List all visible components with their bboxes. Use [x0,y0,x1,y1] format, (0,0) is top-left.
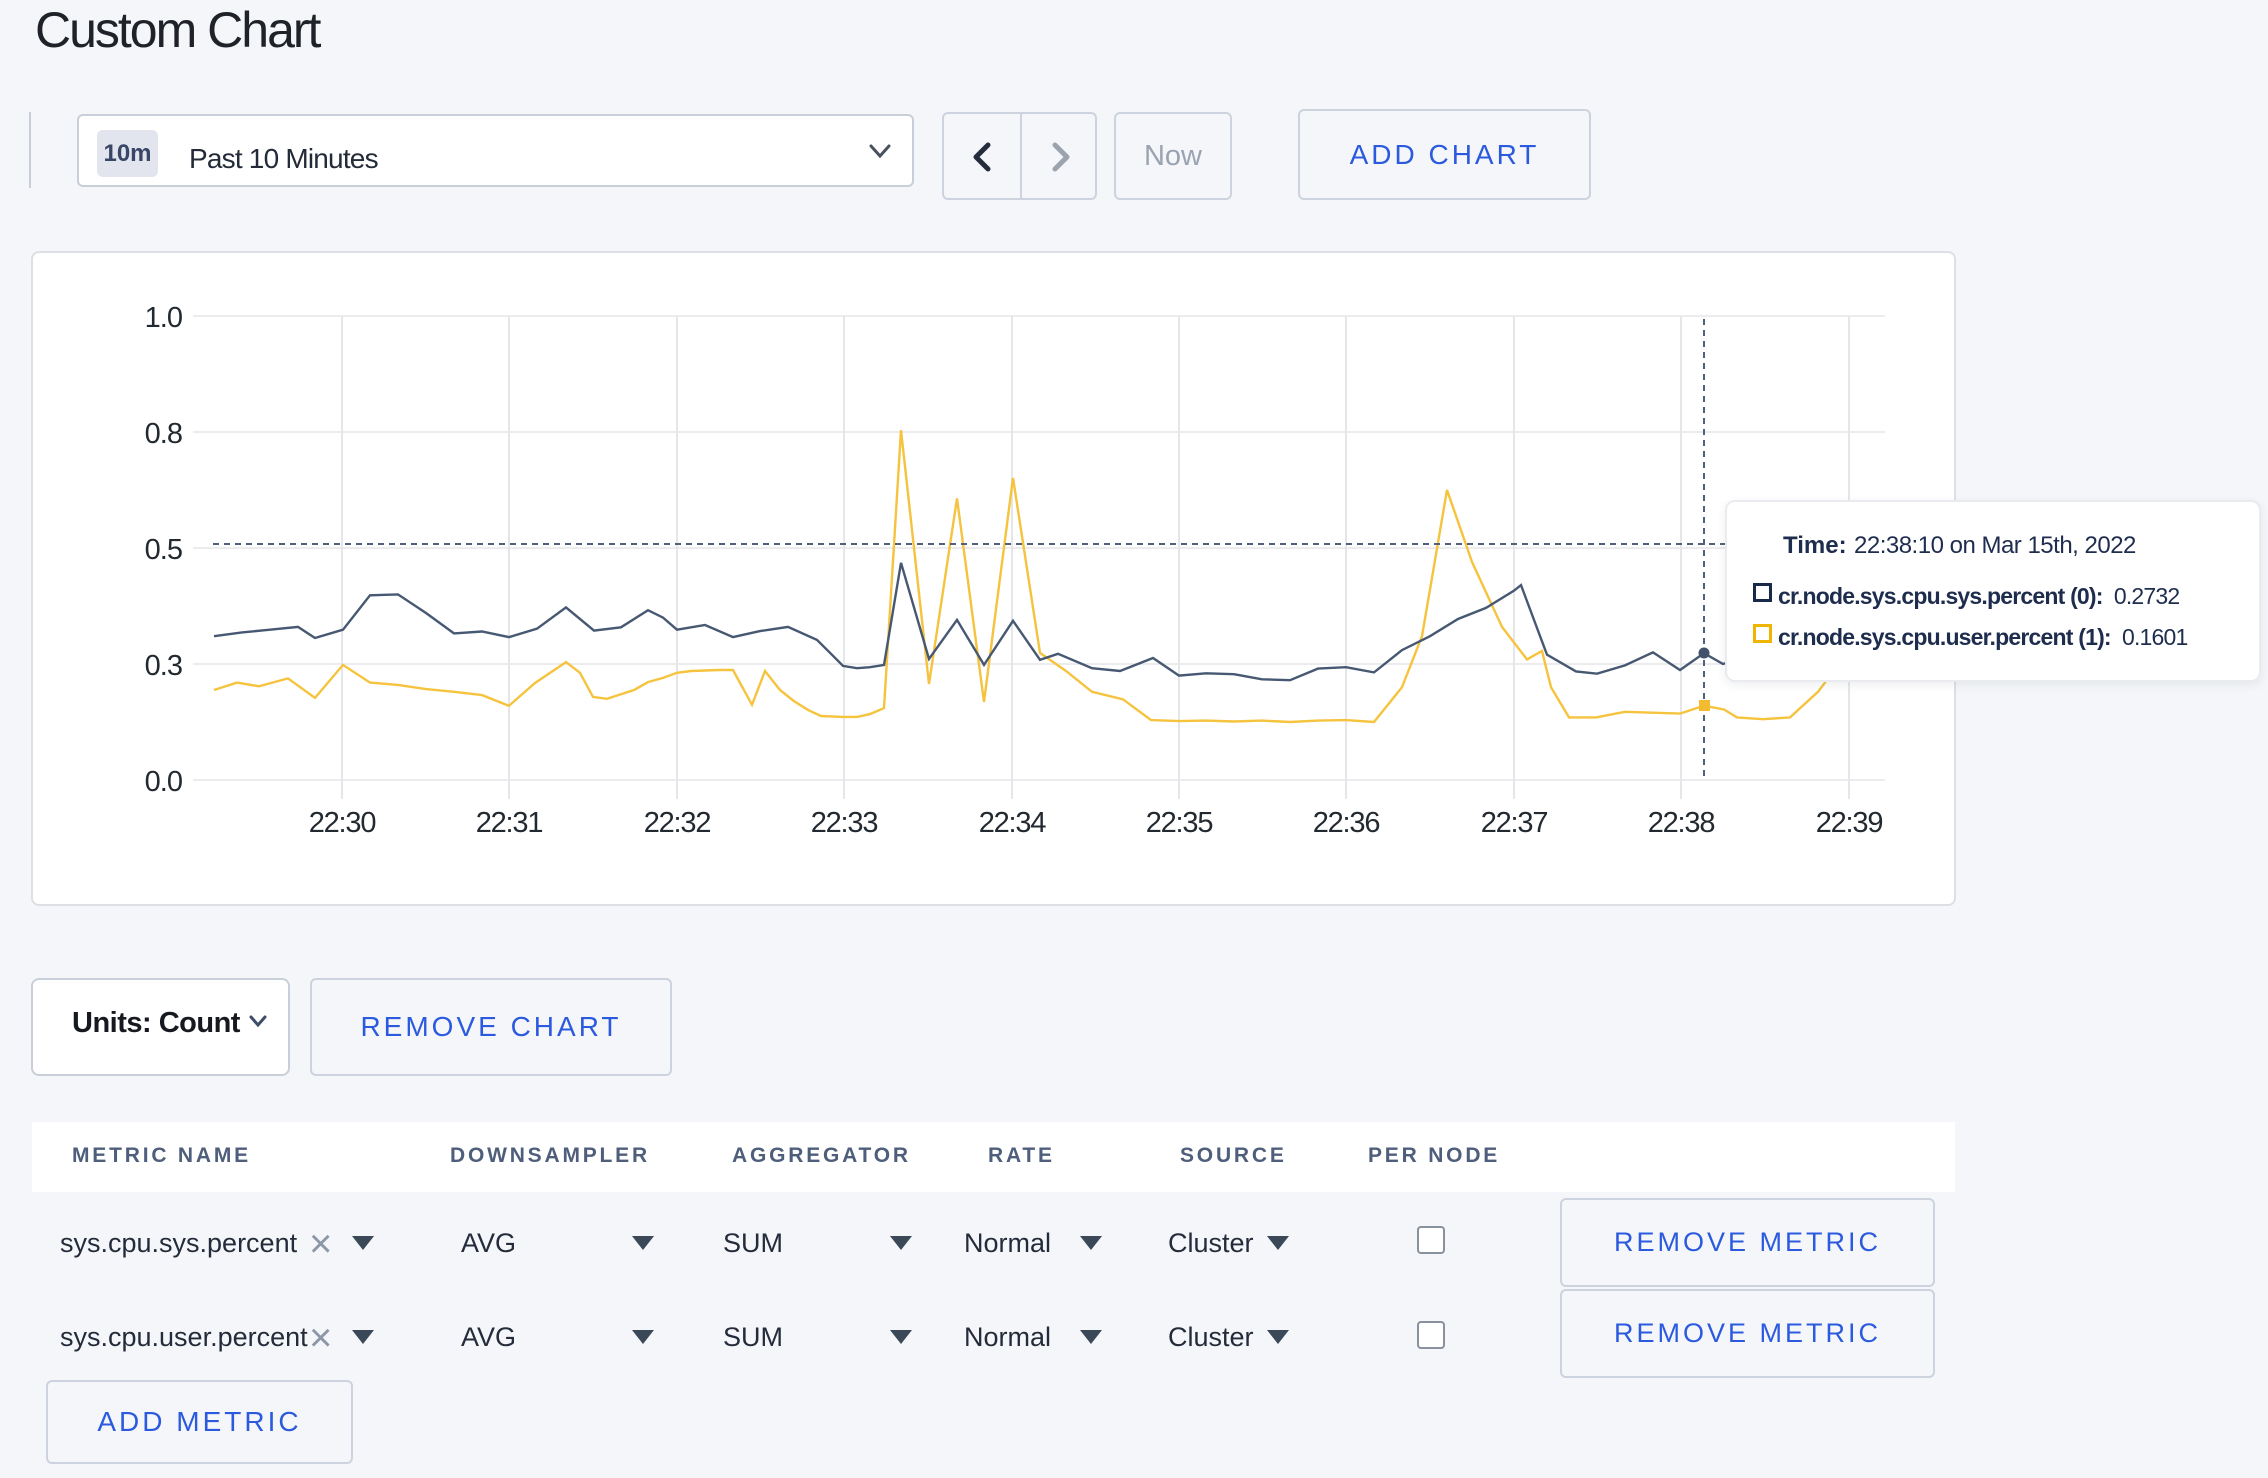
svg-text:22:34: 22:34 [979,807,1047,839]
svg-text:0.0: 0.0 [145,766,182,798]
svg-text:22:32: 22:32 [644,807,711,839]
svg-text:22:35: 22:35 [1146,807,1213,839]
svg-text:0.5: 0.5 [145,534,182,566]
svg-text:22:31: 22:31 [476,807,543,839]
svg-text:22:38: 22:38 [1648,807,1715,839]
svg-text:22:37: 22:37 [1481,807,1548,839]
svg-text:22:33: 22:33 [811,807,878,839]
svg-text:1.0: 1.0 [145,302,182,334]
svg-text:22:36: 22:36 [1313,807,1380,839]
svg-text:22:30: 22:30 [309,807,376,839]
svg-text:0.8: 0.8 [145,418,182,450]
svg-text:0.3: 0.3 [145,650,182,682]
svg-text:22:39: 22:39 [1816,807,1883,839]
